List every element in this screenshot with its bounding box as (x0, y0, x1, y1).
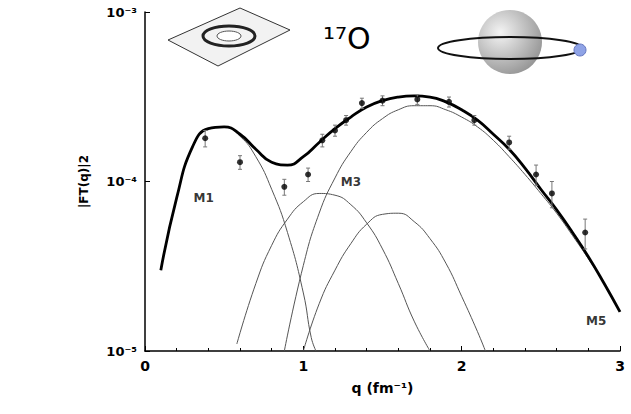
svg-text:q (fm⁻¹): q (fm⁻¹) (352, 380, 414, 396)
svg-text:10⁻⁴: 10⁻⁴ (106, 174, 137, 189)
svg-text:1: 1 (298, 358, 308, 374)
svg-text:¹⁷O: ¹⁷O (323, 21, 371, 56)
svg-text:M5: M5 (586, 314, 606, 328)
svg-text:|FT(q)|2: |FT(q)|2 (77, 155, 91, 208)
svg-text:0: 0 (140, 358, 150, 374)
svg-text:2: 2 (457, 358, 467, 374)
svg-text:M1: M1 (193, 191, 213, 205)
svg-text:10⁻³: 10⁻³ (106, 5, 137, 20)
svg-text:3: 3 (615, 358, 625, 374)
svg-text:10⁻⁵: 10⁻⁵ (106, 344, 137, 359)
svg-text:M3: M3 (341, 175, 361, 189)
